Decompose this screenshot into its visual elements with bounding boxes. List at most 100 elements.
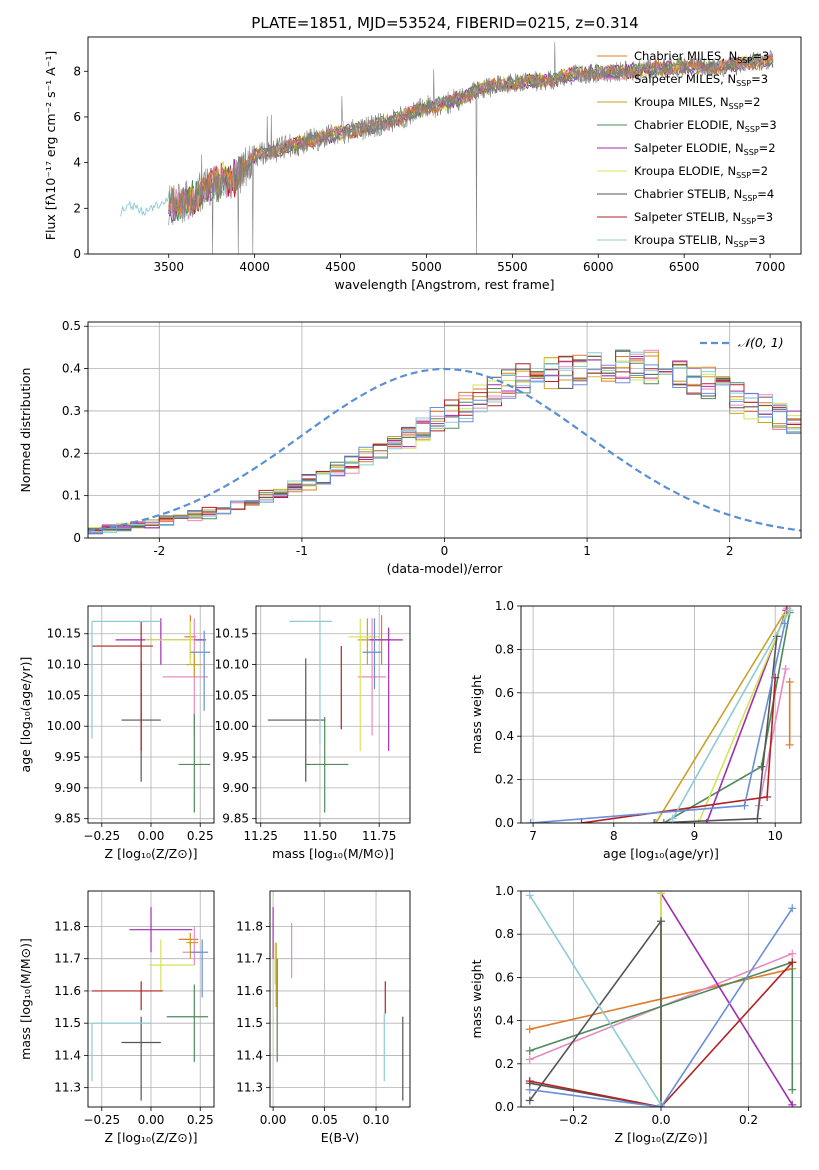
x-axis-label: Z [log₁₀(Z/Z⊙)]: [105, 846, 198, 861]
y-tick-label: 0.6: [495, 970, 514, 984]
x-tick-label: 0.00: [260, 1113, 287, 1127]
y-tick-label: 0.2: [495, 773, 514, 787]
x-tick-label: 1: [583, 544, 591, 558]
y-tick-label: 11.3: [54, 1081, 81, 1095]
plot-area: [88, 891, 214, 1107]
mass-weight-line: [697, 614, 787, 823]
mass-weight-line: [529, 894, 662, 1106]
y-tick-label: 11.8: [236, 919, 263, 933]
panel-massweight-vs-age: 7 8 9 10 0.0 0.2 0.4 0.6 0.8 1.0 age [log₁₀(age/yr…: [469, 599, 802, 861]
y-tick-label: 0.6: [495, 686, 514, 700]
x-tick-label: 7: [529, 829, 537, 843]
y-axis-label: Normed distribution: [18, 368, 33, 493]
x-tick-label: 5500: [497, 260, 528, 274]
x-tick-label: 0.00: [138, 1113, 165, 1127]
y-tick-label: 4: [73, 156, 81, 170]
plot-area: [256, 606, 410, 823]
y-axis-label: Flux [fλ10⁻¹⁷ erg cm⁻² s⁻¹ A⁻¹]: [43, 51, 58, 240]
y-tick-label: 9.90: [222, 781, 249, 795]
legend-label: Kroupa STELIB, NSSP=3: [634, 233, 765, 249]
x-axis-label: (data-model)/error: [387, 561, 504, 576]
mass-weight-line: [529, 918, 662, 1107]
y-tick-label: 11.4: [54, 1048, 81, 1062]
y-tick-label: 0.3: [62, 404, 81, 418]
y-tick-label: 9.95: [222, 750, 249, 764]
panel-residuals: -2 -1 0 1 2 0 0.1 0.2 0.3 0.4 0.5 (data-model)/erro…: [18, 319, 802, 576]
y-tick-label: 11.7: [236, 952, 263, 966]
y-tick-label: 8: [73, 64, 81, 78]
figure-title: PLATE=1851, MJD=53524, FIBERID=0215, z=0…: [251, 14, 638, 32]
legend-label: Chabrier ELODIE, NSSP=3: [634, 118, 777, 134]
legend-label: Chabrier STELIB, NSSP=4: [634, 187, 774, 203]
x-tick-label: −0.25: [83, 1113, 120, 1127]
x-tick-label: 11.25: [244, 829, 278, 843]
x-tick-label: 0.10: [363, 1113, 390, 1127]
y-tick-label: 11.7: [54, 952, 81, 966]
y-tick-label: 11.4: [236, 1048, 263, 1062]
plot-area: [270, 891, 410, 1107]
y-axis-label: mass weight: [469, 675, 484, 754]
legend-label: 𝒩(0, 1): [738, 335, 784, 350]
x-tick-label: 10: [768, 829, 783, 843]
mass-weight-line: [758, 668, 787, 806]
y-tick-label: 9.90: [54, 781, 81, 795]
x-tick-label: -1: [296, 544, 308, 558]
y-tick-label: 10.10: [47, 658, 81, 672]
panel-spectrum: 3500 4000 4500 5000 5500 6000 6500 7000 0 2 4 6 8 wav…: [43, 36, 802, 292]
y-tick-label: 9.95: [54, 750, 81, 764]
y-tick-label: 1.0: [495, 599, 514, 613]
axes-frame: [87, 890, 215, 1108]
panel-age-vs-Z: −0.25 0.00 0.25 9.85 9.90 9.95 10.00 10.05 10.10…: [18, 605, 215, 861]
axes-frame: [87, 36, 802, 255]
y-tick-label: 11.6: [54, 984, 81, 998]
x-tick-label: 0.05: [311, 1113, 338, 1127]
axes-frame: [520, 605, 802, 824]
plot-area: [88, 322, 801, 538]
x-axis-label: mass [log₁₀(M/M⊙)]: [272, 846, 394, 861]
plot-area: [120, 42, 774, 254]
legend-label: Kroupa MILES, NSSP=2: [634, 95, 760, 111]
x-tick-label: 0.00: [138, 829, 165, 843]
x-tick-label: −0.2: [559, 1113, 588, 1127]
y-tick-label: 0.4: [62, 362, 81, 376]
legend-label: Kroupa ELODIE, NSSP=2: [634, 164, 768, 180]
y-tick-label: 9.85: [54, 812, 81, 826]
plot-layer: 3500 4000 4500 5000 5500 6000 6500 7000 0 2 4 6 8 wav…: [18, 36, 802, 1145]
residual-histogram-line: [88, 364, 801, 534]
y-tick-label: 10.15: [215, 627, 249, 641]
axes-frame: [269, 890, 411, 1108]
residual-histogram-line: [88, 351, 801, 534]
x-axis-label: Z [log₁₀(Z/Z⊙)]: [615, 1130, 708, 1145]
y-tick-label: 0: [73, 531, 81, 545]
y-tick-label: 10.10: [215, 658, 249, 672]
x-tick-label: 3500: [153, 260, 184, 274]
x-tick-label: 5000: [411, 260, 442, 274]
y-tick-label: 11.5: [236, 1016, 263, 1030]
panel-age-vs-mass: 11.25 11.50 11.75 9.85 9.90 9.95 10.00 10.05 10.…: [215, 605, 411, 861]
mass-weight-line: [530, 623, 786, 823]
x-axis-label: age [log₁₀(age/yr)]: [603, 846, 719, 861]
x-tick-label: 0.0: [651, 1113, 670, 1127]
x-tick-label: 2: [726, 544, 734, 558]
x-axis-label: E(B-V): [321, 1130, 360, 1145]
y-tick-label: 1.0: [495, 884, 514, 898]
y-tick-label: 0.0: [495, 816, 514, 830]
y-tick-label: 0.4: [495, 729, 514, 743]
panel-mass-vs-Z: −0.25 0.00 0.25 11.3 11.4 11.5 11.6 11.7 11.8 Z […: [18, 890, 215, 1145]
y-axis-label: age [log₁₀(age/yr)]: [18, 657, 33, 773]
mass-weight-line: [672, 609, 791, 820]
axes-frame: [87, 321, 802, 539]
plot-area: [521, 606, 801, 823]
plot-area: [521, 891, 801, 1107]
x-tick-label: 0: [441, 544, 449, 558]
x-tick-label: 6000: [583, 260, 614, 274]
normal-reference-curve: [88, 367, 801, 532]
y-tick-label: 10.05: [215, 688, 249, 702]
y-tick-label: 10.05: [47, 688, 81, 702]
x-axis-label: wavelength [Angstrom, rest frame]: [334, 277, 554, 292]
mass-weight-line: [660, 892, 793, 1106]
y-tick-label: 11.3: [236, 1081, 263, 1095]
x-tick-label: 8: [610, 829, 618, 843]
y-tick-label: 0.2: [495, 1057, 514, 1071]
